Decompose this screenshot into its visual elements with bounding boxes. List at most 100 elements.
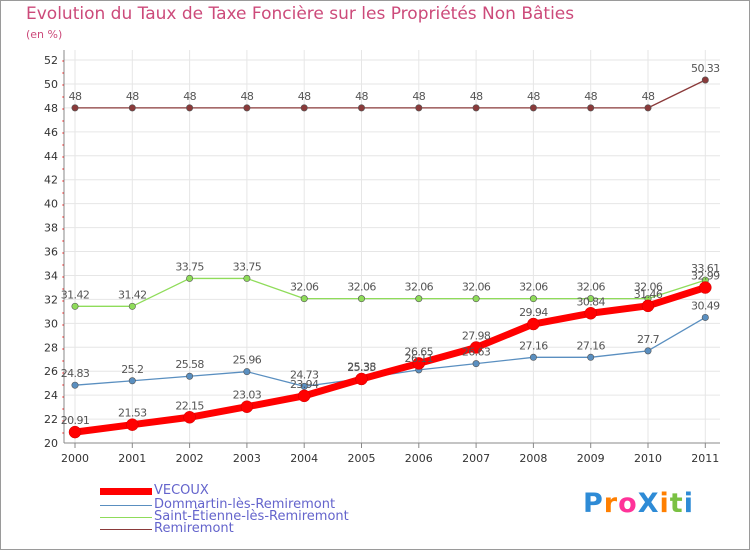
data-point — [186, 274, 194, 282]
data-label: 30.84 — [576, 295, 605, 308]
y-tick-label: 46 — [44, 126, 58, 139]
data-label: 33.75 — [233, 260, 262, 273]
data-label: 26.11 — [405, 352, 434, 365]
data-point — [240, 400, 254, 413]
data-point — [243, 104, 251, 112]
series-line-0 — [74, 284, 707, 436]
x-tick-label: 2000 — [61, 452, 89, 465]
data-point — [128, 302, 136, 310]
data-point — [183, 411, 196, 424]
data-label: 32.06 — [347, 281, 376, 294]
data-label: 32.06 — [634, 281, 663, 294]
legend-swatch-vecoux — [100, 488, 152, 495]
data-point — [644, 347, 652, 355]
data-label: 48 — [584, 90, 597, 103]
data-label: 29.94 — [519, 306, 548, 319]
x-tick-label: 2008 — [519, 452, 547, 465]
data-point — [527, 317, 540, 331]
data-point — [472, 104, 480, 112]
data-label: 33.61 — [691, 262, 720, 275]
data-point — [126, 418, 139, 431]
data-label: 21.53 — [118, 407, 147, 420]
data-label: 31.46 — [634, 288, 663, 301]
data-point — [472, 360, 480, 368]
data-label: 25.96 — [233, 354, 262, 367]
data-point — [68, 425, 82, 439]
data-label: 48 — [527, 90, 540, 103]
x-tick-label: 2011 — [691, 452, 719, 465]
y-tick-label: 42 — [44, 174, 58, 187]
data-label: 26.63 — [462, 346, 491, 359]
data-label: 32.06 — [576, 281, 605, 294]
data-label: 48 — [355, 90, 368, 103]
data-label: 31.42 — [61, 288, 90, 301]
data-point — [529, 295, 537, 303]
data-label: 48 — [240, 90, 253, 103]
data-label: 23.94 — [290, 378, 319, 391]
logo-letter: o — [618, 488, 638, 519]
data-point — [128, 104, 136, 112]
data-point — [412, 357, 426, 370]
x-tick-label: 2001 — [118, 452, 146, 465]
data-label: 32.06 — [462, 281, 491, 294]
data-point — [587, 295, 595, 303]
data-point — [128, 377, 136, 385]
data-label: 27.16 — [519, 339, 548, 352]
data-point — [472, 295, 480, 303]
data-label: 30.49 — [691, 299, 720, 312]
data-point — [300, 104, 308, 112]
data-point — [300, 295, 308, 303]
data-point — [644, 104, 652, 112]
data-label: 48 — [183, 90, 196, 103]
x-tick-label: 2009 — [577, 452, 605, 465]
data-point — [584, 307, 597, 320]
data-point — [469, 341, 483, 354]
legend-label-remiremont: Remiremont — [154, 521, 234, 536]
data-point — [701, 76, 709, 84]
data-point — [641, 299, 655, 313]
y-tick-label: 52 — [44, 54, 58, 67]
legend-swatch-dommartin — [100, 505, 152, 506]
y-tick-label: 34 — [44, 269, 58, 282]
y-axis-unit: (en %) — [26, 28, 63, 41]
y-tick-label: 28 — [44, 341, 58, 354]
chart-title: Evolution du Taux de Taxe Foncière sur l… — [26, 4, 575, 24]
y-tick-label: 48 — [44, 102, 58, 115]
data-point — [71, 302, 79, 310]
x-tick-label: 2010 — [634, 452, 662, 465]
x-tick-label: 2002 — [176, 452, 204, 465]
data-point — [243, 274, 251, 282]
data-label: 48 — [298, 90, 311, 103]
logo-letter: i — [659, 488, 670, 519]
data-label: 25.35 — [347, 361, 376, 374]
proxiti-logo: ProXiti — [583, 488, 694, 519]
logo-letter: P — [583, 488, 604, 519]
data-label: 31.42 — [118, 288, 147, 301]
logo-letter: r — [603, 488, 619, 519]
data-point — [297, 389, 311, 403]
data-label: 32.99 — [691, 270, 720, 283]
data-label: 32.06 — [519, 281, 548, 294]
x-tick-label: 2007 — [462, 452, 490, 465]
data-label: 48 — [126, 90, 139, 103]
data-label: 25.2 — [121, 363, 143, 376]
data-label: 48 — [642, 90, 655, 103]
data-point — [71, 381, 79, 389]
data-label: 26.65 — [405, 345, 434, 358]
y-tick-label: 44 — [44, 150, 58, 163]
legend-label-vecoux: VECOUX — [154, 483, 209, 498]
data-point — [357, 104, 365, 112]
logo-letter: X — [637, 488, 660, 519]
y-tick-label: 30 — [44, 317, 58, 330]
data-label: 48 — [470, 90, 483, 103]
data-point — [587, 353, 595, 361]
data-point — [415, 104, 423, 112]
data-point — [701, 313, 709, 321]
data-point — [243, 368, 251, 376]
series-line-3 — [75, 79, 706, 109]
y-tick-label: 26 — [44, 365, 58, 378]
data-point — [71, 104, 79, 112]
data-label: 24.73 — [290, 368, 319, 381]
x-tick-label: 2003 — [233, 452, 261, 465]
